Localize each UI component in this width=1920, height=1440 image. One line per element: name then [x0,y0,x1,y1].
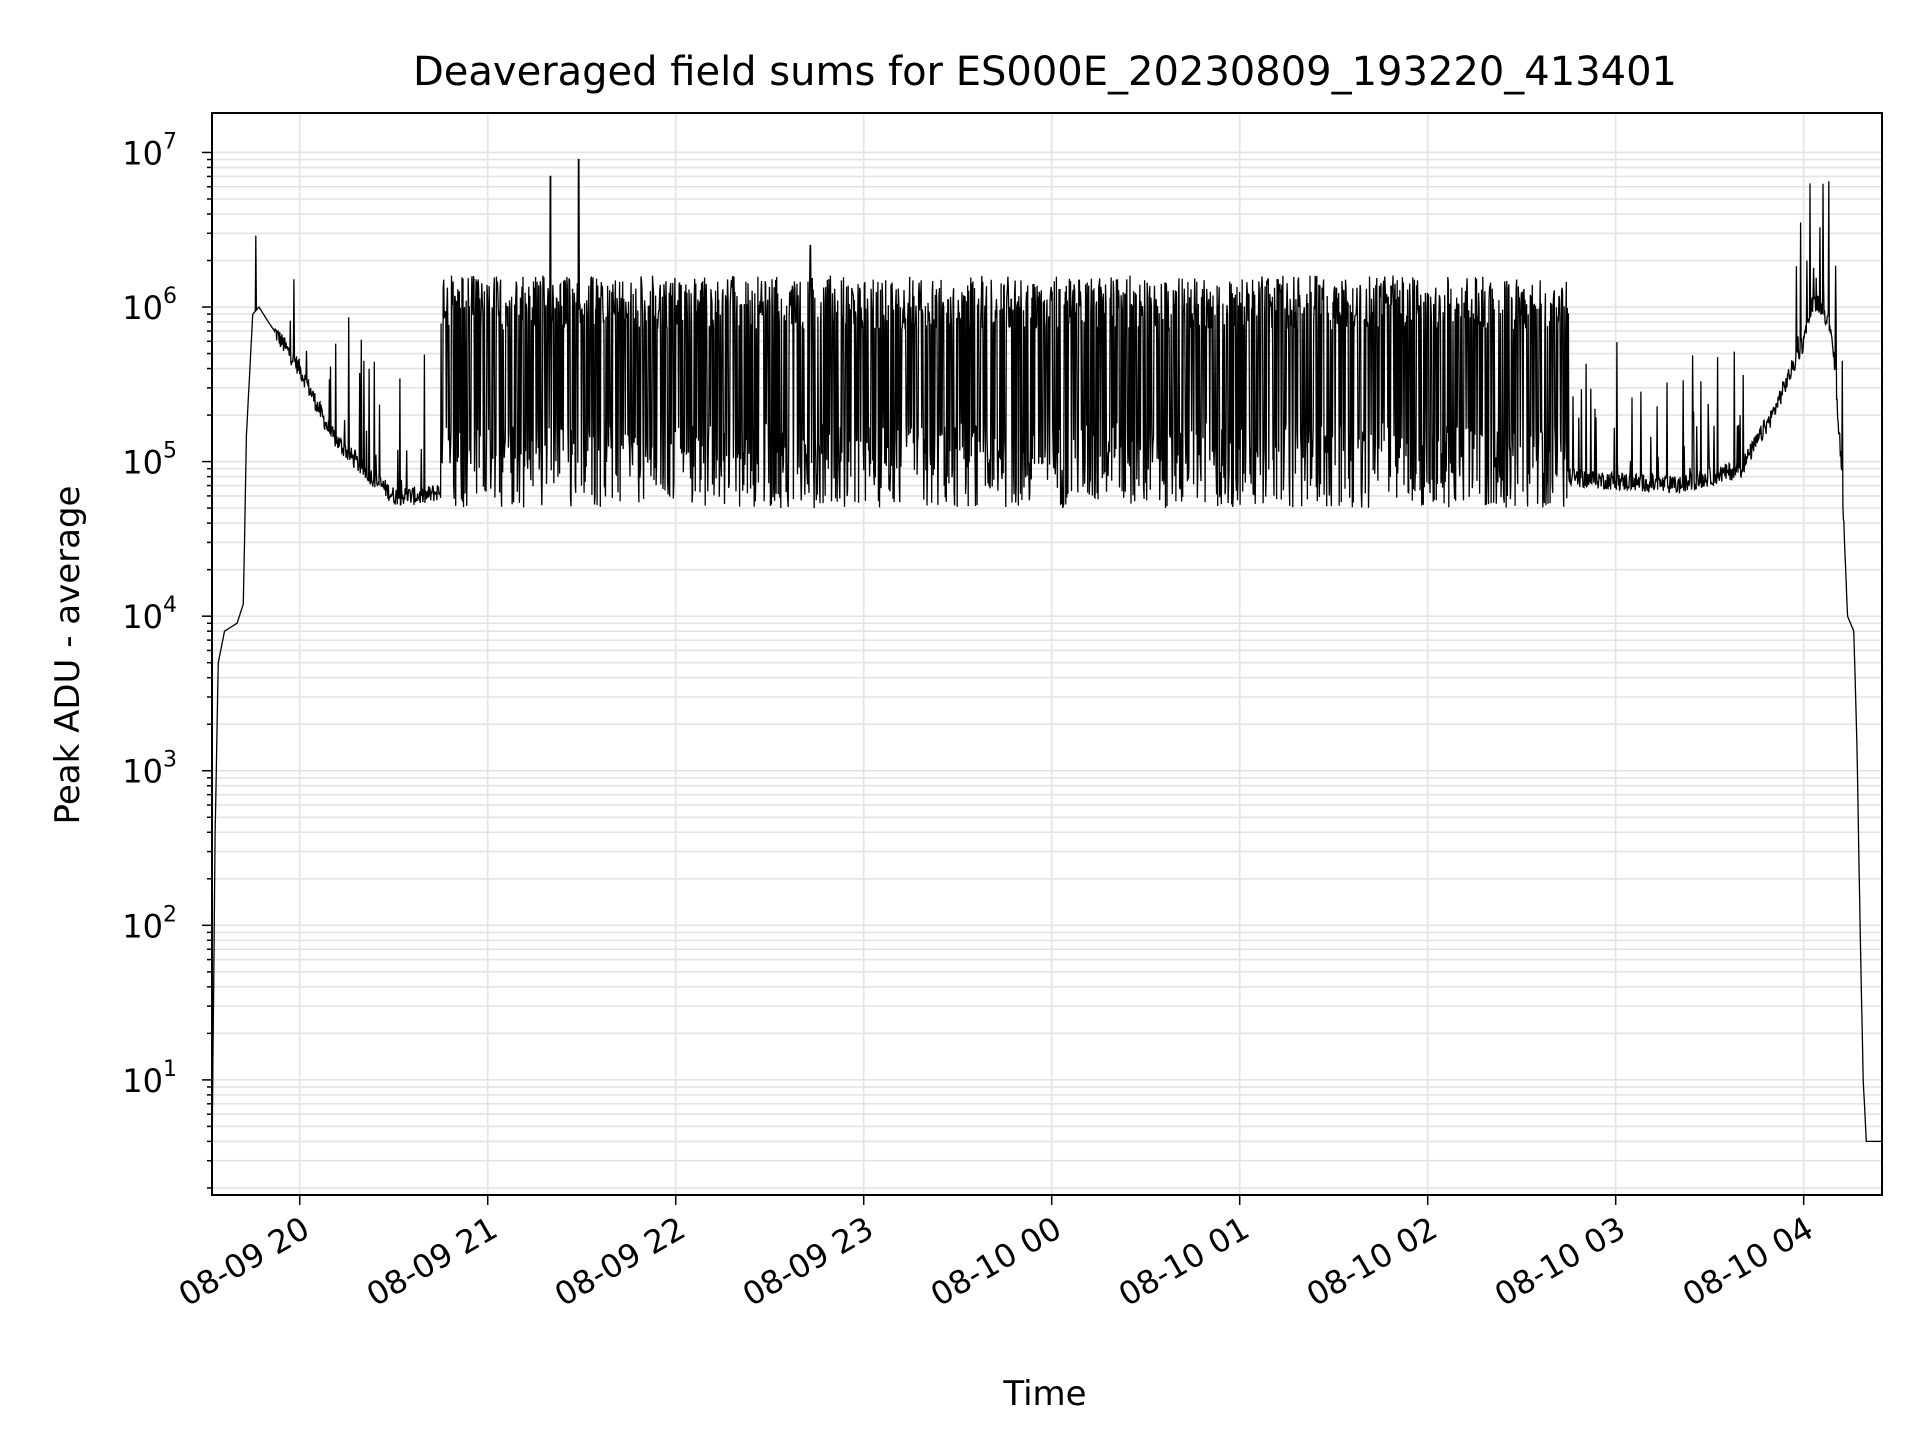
y-tick-exponent: 3 [163,748,177,773]
y-tick-exponent: 2 [163,902,177,927]
y-tick-exponent: 1 [163,1057,177,1082]
y-tick-base: 10 [122,134,163,172]
series-line [211,158,1882,1161]
y-tick-base: 10 [122,753,163,791]
y-tick-exponent: 6 [163,284,177,309]
y-tick-label: 102 [122,902,177,945]
y-tick-label: 101 [122,1057,177,1100]
y-tick-label: 103 [122,748,177,791]
y-tick-exponent: 4 [163,593,177,618]
y-tick-base: 10 [122,907,163,945]
y-tick-base: 10 [122,598,163,636]
y-tick-base: 10 [122,444,163,482]
y-tick-label: 107 [122,129,177,172]
y-tick-label: 106 [122,284,177,327]
x-axis-label: Time [1002,1374,1086,1414]
y-axis-label: Peak ADU - average [48,486,88,825]
y-tick-exponent: 5 [163,439,177,464]
y-tick-exponent: 7 [163,129,177,154]
plot-frame [211,112,1883,1196]
y-tick-label: 104 [122,593,177,636]
y-tick-base: 10 [122,289,163,327]
y-tick-label: 105 [122,439,177,482]
chart-title: Deaveraged field sums for ES000E_2023080… [413,49,1677,95]
y-tick-base: 10 [122,1062,163,1100]
grid [212,113,1882,1195]
plot-area [211,158,1882,1161]
